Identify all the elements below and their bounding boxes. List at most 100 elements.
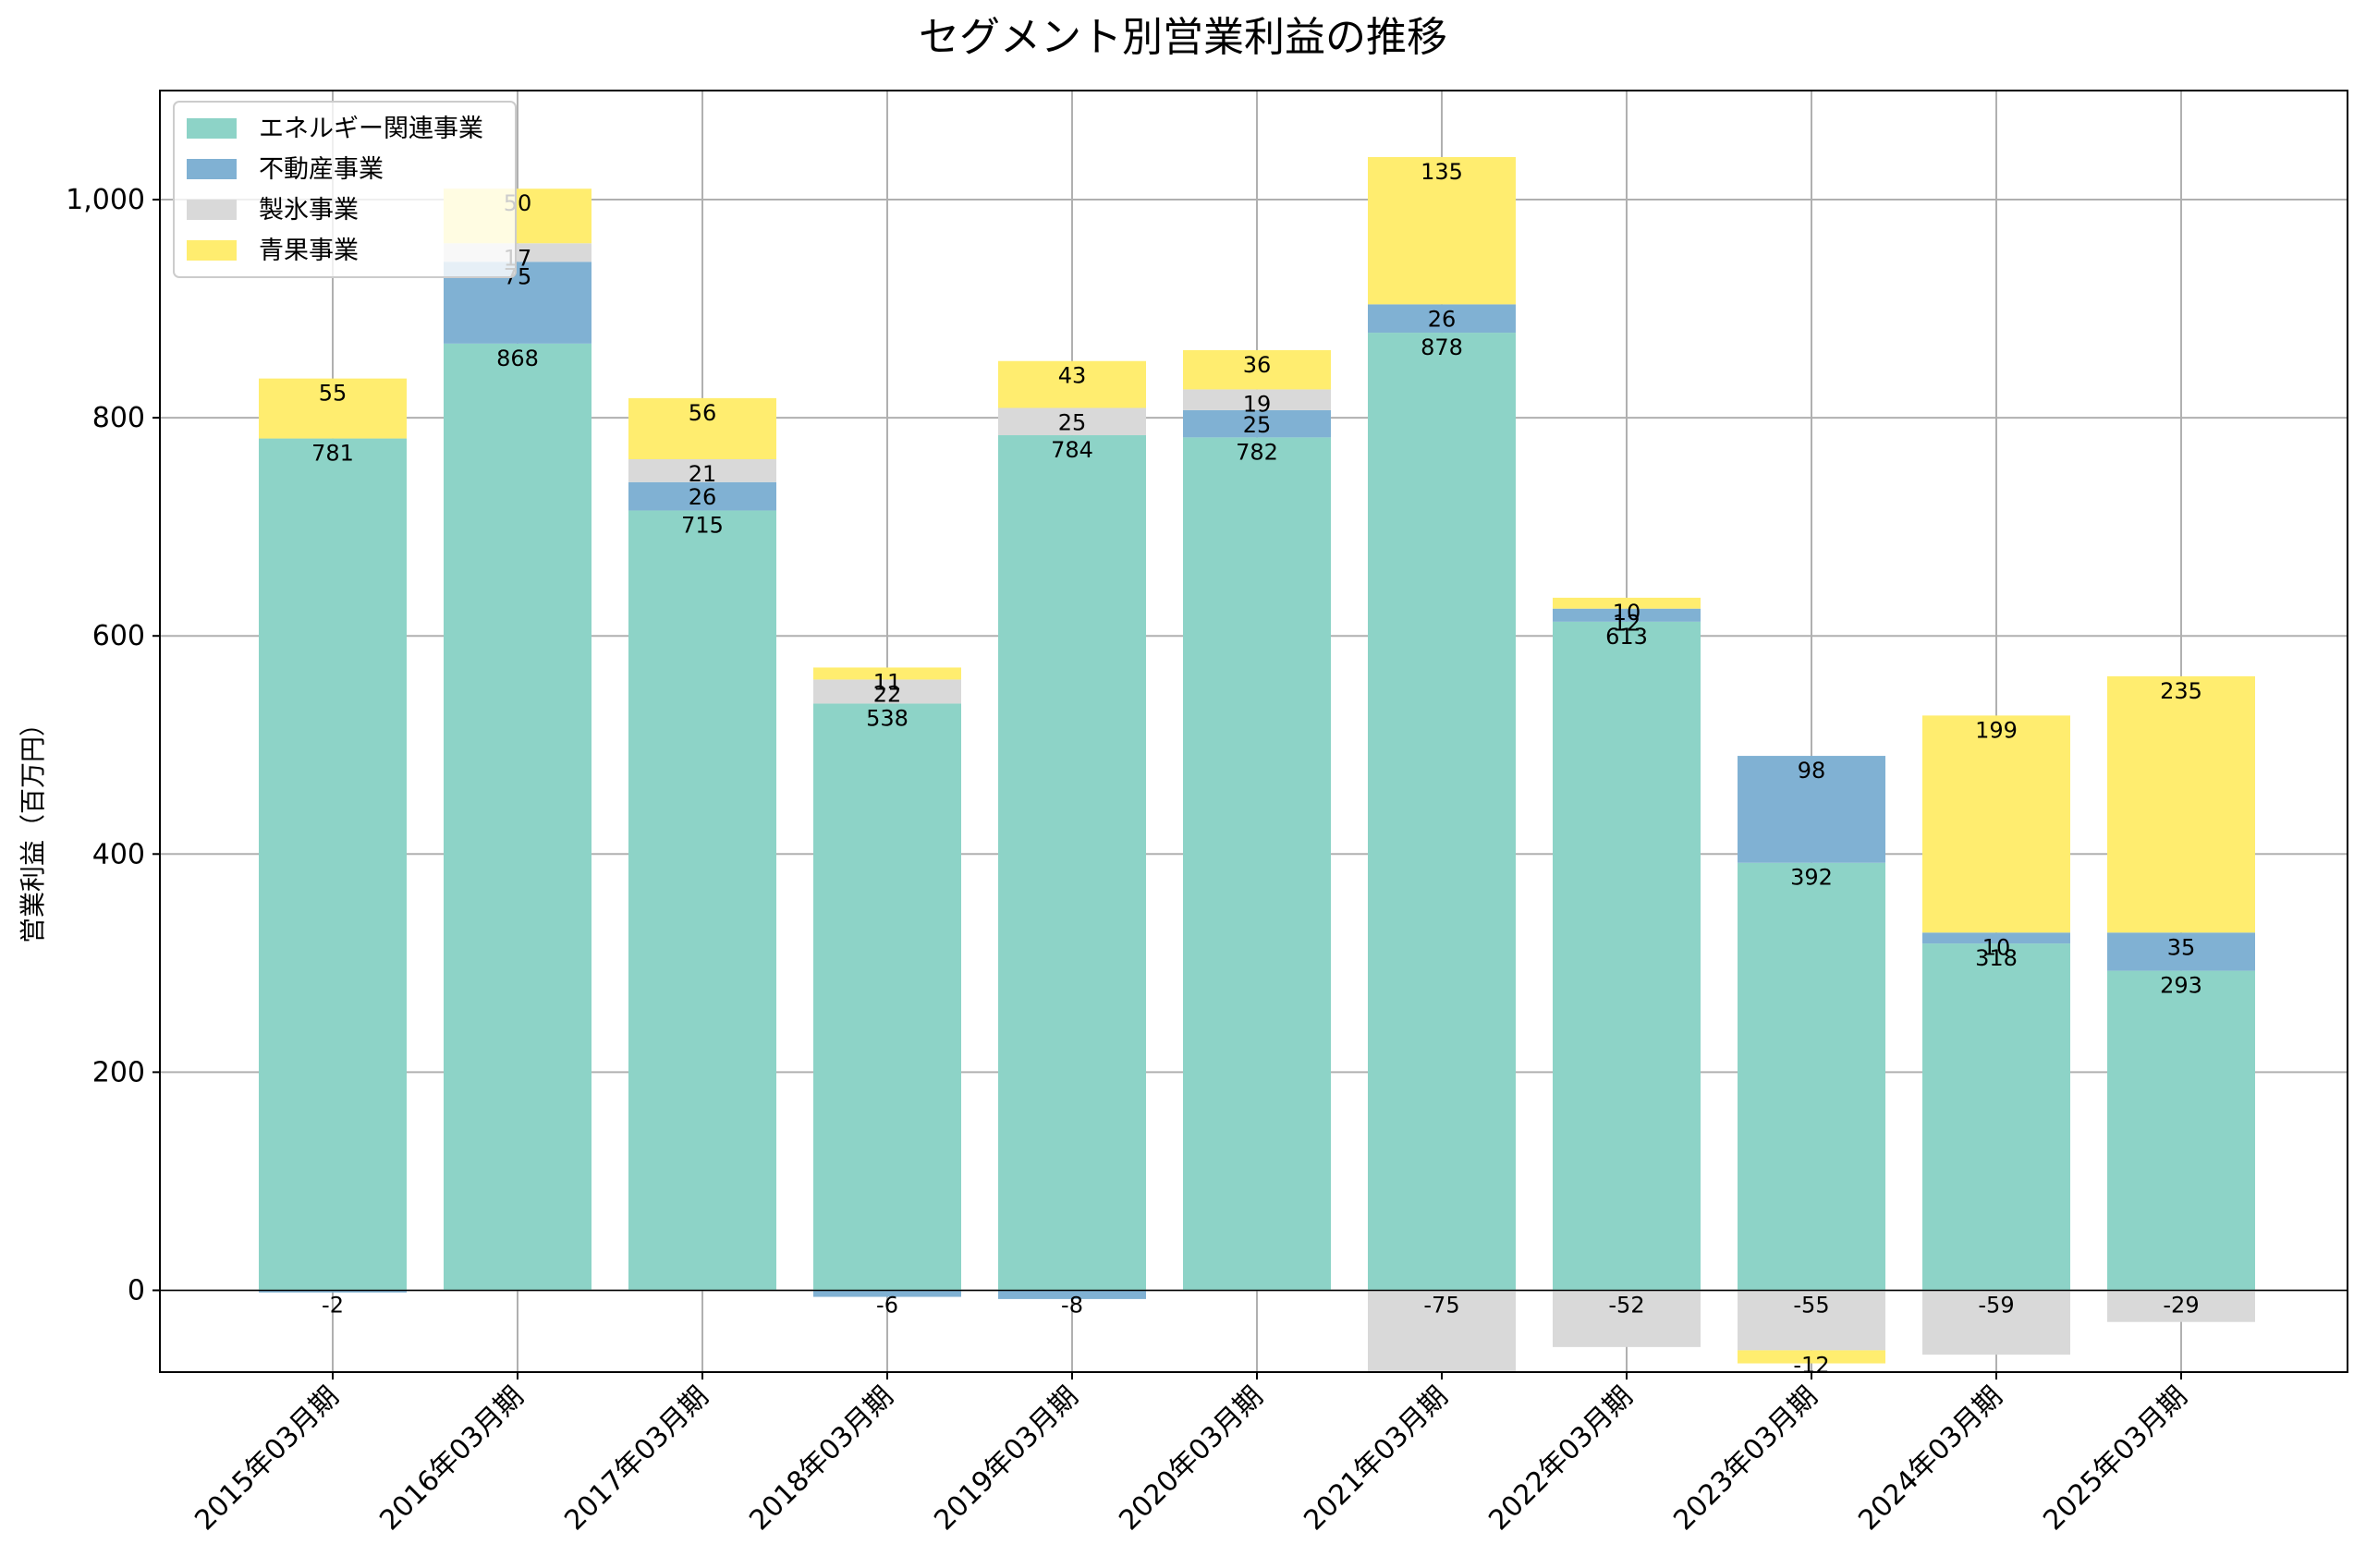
bar-series0-cat4: [998, 435, 1146, 1291]
data-label-series2-cat9: -59: [1978, 1292, 2014, 1318]
data-label-series0-cat9: 318: [1975, 945, 2018, 971]
bar-series3-cat0: [259, 378, 407, 439]
data-label-series0-cat8: 392: [1790, 865, 1833, 891]
y-tick-label-0: 0: [128, 1274, 145, 1307]
data-label-series3-cat5: 36: [1243, 352, 1272, 378]
bar-series0-cat7: [1553, 621, 1701, 1291]
bar-series1-cat4: [998, 1290, 1146, 1299]
bar-series3-cat9: [1922, 715, 2070, 933]
bar-series2-cat8: [1738, 1290, 1885, 1351]
data-label-series2-cat3: 22: [873, 681, 902, 707]
bar-series1-cat6: [1368, 304, 1516, 334]
bar-series3-cat7: [1553, 597, 1701, 609]
bar-series3-cat2: [628, 397, 776, 459]
bar-series0-cat6: [1368, 333, 1516, 1291]
y-axis-label: 営業利益（百万円）: [18, 711, 48, 943]
bar-series0-cat1: [444, 343, 592, 1291]
legend-label-3: 青果事業: [259, 237, 359, 265]
data-label-series3-cat6: 135: [1421, 159, 1463, 185]
bar-series1-cat2: [628, 481, 776, 511]
bar-series2-cat5: [1183, 389, 1331, 410]
x-tick-label-9: 2024年03月期: [1852, 1380, 2008, 1537]
x-tick-label-8: 2023年03月期: [1667, 1380, 1823, 1537]
bar-series0-cat2: [628, 510, 776, 1291]
data-label-series3-cat7: 10: [1613, 600, 1641, 626]
data-label-series1-cat10: 35: [2167, 934, 2196, 960]
chart-title: セグメント別営業利益の推移: [919, 14, 1447, 61]
bar-series0-cat3: [813, 703, 961, 1291]
legend-swatch-1: [187, 159, 237, 179]
data-label-series0-cat4: 784: [1051, 437, 1093, 463]
x-tick-label-7: 2022年03月期: [1482, 1380, 1639, 1537]
data-label-series2-cat6: -75: [1423, 1292, 1459, 1318]
legend-label-1: 不動産事業: [259, 155, 384, 184]
x-tick-label-3: 2018年03月期: [743, 1380, 899, 1537]
bar-series1-cat8: [1738, 756, 1885, 863]
bar-series3-cat4: [998, 360, 1146, 408]
legend-swatch-3: [187, 240, 237, 261]
data-label-series0-cat1: 868: [496, 346, 539, 371]
data-label-series3-cat10: 235: [2160, 678, 2202, 704]
bar-series2-cat3: [813, 679, 961, 704]
bar-series1-cat10: [2107, 932, 2255, 971]
data-label-series2-cat5: 19: [1243, 391, 1272, 417]
data-label-series3-cat0: 55: [319, 381, 348, 407]
bar-series2-cat6: [1368, 1290, 1516, 1372]
data-label-series0-cat7: 613: [1605, 624, 1648, 650]
legend-label-0: エネルギー関連事業: [259, 115, 483, 143]
data-label-series0-cat0: 781: [311, 441, 354, 467]
y-tick-label-5: 1,000: [66, 184, 145, 216]
data-label-series1-cat0: -2: [322, 1292, 344, 1318]
bar-series0-cat8: [1738, 862, 1885, 1291]
bar-series0-cat10: [2107, 970, 2255, 1291]
bar-series2-cat7: [1553, 1290, 1701, 1347]
y-tick-label-1: 200: [92, 1056, 145, 1088]
x-tick-label-2: 2017年03月期: [558, 1380, 714, 1537]
y-tick-label-2: 400: [92, 838, 145, 870]
bar-series2-cat10: [2107, 1290, 2255, 1322]
x-tick-label-5: 2020年03月期: [1113, 1380, 1269, 1537]
bar-series2-cat9: [1922, 1290, 2070, 1355]
data-label-series0-cat5: 782: [1236, 439, 1278, 465]
bar-series3-cat5: [1183, 349, 1331, 390]
data-label-series1-cat4: -8: [1061, 1292, 1083, 1318]
y-axis: 0 200 400 600 800 1,000: [66, 184, 160, 1307]
data-label-series3-cat4: 43: [1058, 363, 1087, 389]
bar-series1-cat0: [259, 1290, 407, 1293]
data-label-series3-cat2: 56: [689, 400, 717, 426]
x-tick-label-0: 2015年03月期: [189, 1380, 345, 1537]
data-label-series2-cat10: -29: [2163, 1292, 2199, 1318]
x-axis: 2015年03月期 2016年03月期 2017年03月期 2018年03月期 2019…: [189, 1372, 2194, 1537]
bar-layer: [259, 157, 2255, 1372]
data-label-series2-cat7: -52: [1608, 1292, 1644, 1318]
data-label-series0-cat6: 878: [1421, 334, 1463, 360]
legend-box: [173, 101, 517, 278]
bar-series3-cat6: [1368, 157, 1516, 305]
bar-series1-cat3: [813, 1290, 961, 1297]
x-tick-label-6: 2021年03月期: [1298, 1380, 1454, 1537]
y-tick-label-3: 600: [92, 620, 145, 652]
bar-series1-cat7: [1553, 608, 1701, 622]
data-label-series3-cat3: 11: [873, 669, 902, 695]
bar-series3-cat3: [813, 667, 961, 680]
bar-series0-cat0: [259, 438, 407, 1291]
data-label-series3-cat9: 199: [1975, 717, 2018, 743]
data-label-series0-cat2: 715: [681, 512, 724, 538]
bar-series3-cat10: [2107, 675, 2255, 933]
data-label-series2-cat2: 21: [689, 461, 717, 487]
bar-series2-cat4: [998, 407, 1146, 436]
x-tick-label-4: 2019年03月期: [928, 1380, 1084, 1537]
legend-swatch-2: [187, 200, 237, 220]
x-tick-label-1: 2016年03月期: [373, 1380, 530, 1537]
data-label-series0-cat10: 293: [2160, 973, 2202, 999]
bar-series0-cat9: [1922, 943, 2070, 1291]
data-label-series0-cat3: 538: [866, 705, 909, 731]
y-tick-label-4: 800: [92, 402, 145, 434]
x-tick-label-10: 2025年03月期: [2037, 1380, 2193, 1537]
bar-series3-cat8: [1738, 1350, 1885, 1364]
legend-swatch-0: [187, 118, 237, 139]
